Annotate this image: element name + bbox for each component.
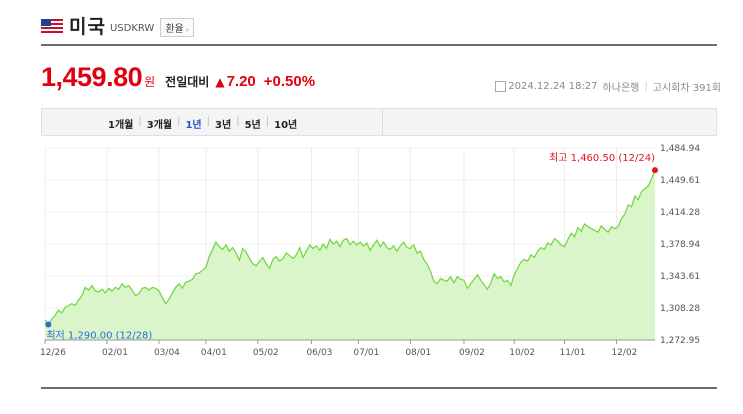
y-tick-label: 1,449.61 (660, 176, 700, 186)
period-tab[interactable]: 1년 (185, 120, 202, 131)
y-tick-label: 1,343.61 (660, 272, 700, 282)
y-tick-label: 1,272.95 (660, 336, 700, 346)
x-tick-label: 11/01 (560, 348, 586, 358)
price-change-percent: +0.50% (263, 73, 316, 90)
tab-separator: | (177, 116, 181, 127)
bottom-divider (41, 387, 717, 389)
y-tick-label: 1,414.28 (660, 208, 700, 218)
clock-icon (495, 81, 507, 92)
quote-meta: 2024.12.24 18:27 하나은행 | 고시회차 391회 (495, 79, 721, 94)
currency-code: USDKRW (109, 22, 155, 34)
x-tick-label: 04/01 (201, 348, 227, 358)
price-change: 7.20 (226, 73, 256, 90)
tab-separator: | (236, 116, 240, 127)
period-tab[interactable]: 3개월 (146, 120, 173, 131)
quote-datetime: 2024.12.24 18:27 (508, 81, 598, 92)
x-tick-label: 06/03 (306, 348, 332, 358)
x-tick-label: 02/01 (102, 348, 128, 358)
high-annotation: 최고 1,460.50 (12/24) (549, 152, 655, 164)
price-summary: 1,459.80 원 전일대비 ▲ 7.20 +0.50% (41, 62, 315, 96)
x-tick-label: 12/26 (40, 348, 66, 358)
tab-separator: | (138, 116, 142, 127)
x-tick-label: 07/01 (353, 348, 379, 358)
tab-separator: | (206, 116, 211, 127)
x-tick-label: 10/02 (509, 348, 535, 358)
quote-notice: 고시회차 391회 (652, 83, 721, 94)
x-tick-label: 09/02 (459, 348, 485, 358)
y-tick-label: 1,308.28 (660, 304, 700, 314)
country-name: 미국 (69, 15, 106, 38)
meta-separator: | (644, 81, 648, 92)
period-tab-bar: 1개월 | 3개월 | 1년 | 3년 | 5년 | 10년 (41, 108, 717, 136)
price-unit: 원 (144, 75, 156, 89)
series-area (45, 170, 655, 340)
exchange-rate-button-label: 환율 (165, 23, 184, 35)
currency-header: 미국 USDKRW 환율 › (40, 12, 194, 38)
period-tab[interactable]: 10년 (274, 120, 298, 131)
period-tab[interactable]: 5년 (244, 120, 261, 131)
period-tab[interactable]: 3년 (215, 120, 232, 131)
period-tabs: 1개월 | 3개월 | 1년 | 3년 | 5년 | 10년 (108, 116, 297, 131)
low-annotation: 최저 1,290.00 (12/28) (46, 330, 152, 342)
x-tick-label: 03/04 (154, 348, 180, 358)
top-divider (41, 44, 717, 46)
y-tick-label: 1,484.94 (660, 144, 700, 154)
exchange-rate-chart: 1,484.94 1,449.61 1,414.28 1,378.94 1,343.61… (40, 144, 700, 358)
x-tick-label: 12/02 (611, 348, 637, 358)
us-flag-icon (40, 18, 64, 34)
chevron-right-icon: › (185, 24, 189, 34)
up-arrow-icon: ▲ (215, 75, 225, 89)
x-tick-label: 05/02 (253, 348, 279, 358)
exchange-rate-button[interactable]: 환율 › (160, 17, 194, 37)
compare-label: 전일대비 (165, 75, 210, 89)
current-price: 1,459.80 (41, 62, 143, 92)
x-tick-label: 08/01 (405, 348, 431, 358)
tab-separator: | (265, 116, 270, 127)
low-point-marker (45, 321, 52, 328)
series-line (44, 169, 656, 326)
quote-bank: 하나은행 (602, 83, 640, 94)
high-point-marker (652, 167, 658, 174)
y-tick-label: 1,378.94 (660, 240, 700, 250)
period-tab[interactable]: 1개월 (108, 120, 134, 131)
tab-bar-divider (382, 109, 383, 135)
